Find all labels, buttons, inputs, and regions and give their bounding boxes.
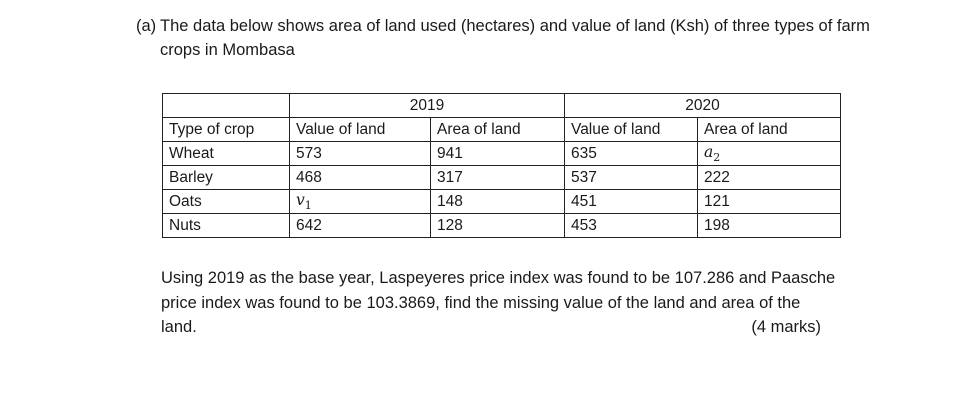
variable-a2: a2: [704, 142, 721, 165]
area-2020: 222: [697, 165, 841, 190]
year-2019-header: 2019: [289, 93, 565, 118]
crop-name: Oats: [162, 189, 290, 214]
question-paragraph-end: land.: [161, 318, 197, 336]
table-row: Barley 468 317 537 222: [162, 165, 841, 190]
header-area-2019: Area of land: [430, 117, 565, 142]
header-value-2019: Value of land: [289, 117, 431, 142]
crop-name: Nuts: [162, 213, 290, 238]
header-type-of-crop: Type of crop: [162, 117, 290, 142]
value-2019-unknown: v1: [289, 189, 431, 214]
table-row: Oats v1 148 451 121: [162, 189, 841, 214]
table-row: Wheat 573 941 635 a2: [162, 141, 841, 166]
question-intro: (a) The data below shows area of land us…: [136, 14, 896, 62]
value-2020: 537: [564, 165, 698, 190]
area-2019: 148: [430, 189, 565, 214]
variable-v1: v1: [296, 190, 312, 213]
header-value-2020: Value of land: [564, 117, 698, 142]
table-row: Nuts 642 128 453 198: [162, 213, 841, 238]
value-2020: 453: [564, 213, 698, 238]
crop-name: Wheat: [162, 141, 290, 166]
question-paragraph: Using 2019 as the base year, Laspeyeres …: [161, 266, 841, 340]
question-intro-text: The data below shows area of land used (…: [160, 17, 870, 59]
crop-data-table: 2019 2020 Type of crop Value of land Are…: [162, 93, 841, 238]
question-label: (a): [136, 17, 157, 35]
value-2019: 573: [289, 141, 431, 166]
value-2019: 642: [289, 213, 431, 238]
question-paragraph-text: Using 2019 as the base year, Laspeyeres …: [161, 269, 836, 312]
area-2019: 941: [430, 141, 565, 166]
column-header-row: Type of crop Value of land Area of land …: [162, 117, 841, 142]
header-area-2020: Area of land: [697, 117, 841, 142]
area-2020-unknown: a2: [697, 141, 841, 166]
value-2020: 451: [564, 189, 698, 214]
area-2019: 128: [430, 213, 565, 238]
year-header-row: 2019 2020: [162, 93, 841, 118]
area-2020: 121: [697, 189, 841, 214]
area-2020: 198: [697, 213, 841, 238]
area-2019: 317: [430, 165, 565, 190]
year-2020-header: 2020: [564, 93, 841, 118]
value-2019: 468: [289, 165, 431, 190]
value-2020: 635: [564, 141, 698, 166]
marks-label: (4 marks): [751, 318, 821, 336]
crop-name: Barley: [162, 165, 290, 190]
blank-header-cell: [162, 93, 290, 118]
